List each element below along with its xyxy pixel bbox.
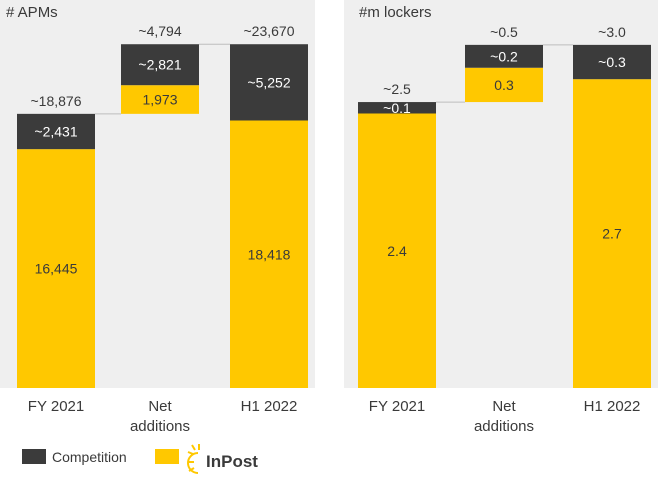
lockers-bar-competition-0 [358, 102, 436, 114]
lockers-label-inpost-0: 2.4 [387, 243, 407, 259]
lockers-bar-inpost-2 [573, 79, 651, 388]
lockers-bar-inpost-0 [358, 113, 436, 388]
apms-bar-competition-1 [121, 44, 199, 86]
inpost-logo-icon [187, 444, 200, 474]
lockers-chart-title: #m lockers [359, 4, 432, 21]
legend-swatch-inpost [155, 449, 179, 464]
lockers-category-label-1-line-0: Net [492, 398, 516, 415]
apms-category-label-1-line-1: additions [130, 418, 190, 435]
legend-label-competition: Competition [52, 449, 127, 465]
legend-swatch-competition [22, 449, 46, 464]
apms-bar-competition-0 [17, 113, 95, 150]
apms-bar-inpost-1 [121, 85, 199, 114]
lockers-chart: 2.4 ~0.1 ~2.5 FY 2021 0.3 ~0.2 ~0.5 Net addition… [358, 24, 651, 435]
lockers-total-label-0: ~2.5 [383, 81, 411, 97]
apms-category-label-1-line-0: Net [148, 398, 172, 415]
lockers-category-label-1-line-1: additions [474, 418, 534, 435]
lockers-category-label-0: FY 2021 [369, 398, 425, 415]
lockers-label-inpost-1: 0.3 [494, 77, 514, 93]
apms-label-competition-0: ~2,431 [34, 124, 77, 140]
apms-total-label-2: ~23,670 [244, 23, 295, 39]
inpost-logo-text: InPost [206, 452, 258, 471]
apms-category-label-2: H1 2022 [241, 398, 298, 415]
apms-chart-title: # APMs [6, 4, 58, 21]
apms-label-competition-2: ~5,252 [247, 74, 290, 90]
apms-label-inpost-2: 18,418 [248, 246, 291, 262]
apms-bar-inpost-2 [230, 120, 308, 388]
lockers-bar-competition-2 [573, 44, 651, 80]
lockers-label-competition-0: ~0.1 [383, 100, 411, 116]
apms-label-inpost-1: 1,973 [142, 92, 177, 108]
lockers-total-label-2: ~3.0 [598, 24, 626, 40]
apms-label-inpost-0: 16,445 [35, 261, 78, 277]
lockers-bar-inpost-1 [465, 67, 543, 103]
apms-total-label-1: ~4,794 [138, 23, 181, 39]
apms-bar-competition-2 [230, 44, 308, 121]
apms-chart: 16,445 ~2,431 ~18,876 FY 2021 1,973 ~2,821 ~4,… [17, 23, 308, 435]
legend: Competition InPost [22, 444, 258, 474]
lockers-category-label-2: H1 2022 [584, 398, 641, 415]
apms-bar-inpost-0 [17, 149, 95, 388]
apms-total-label-0: ~18,876 [31, 93, 82, 109]
apms-category-label-0: FY 2021 [28, 398, 84, 415]
lockers-label-competition-1: ~0.2 [490, 48, 518, 64]
apms-label-competition-1: ~2,821 [138, 57, 181, 73]
lockers-label-inpost-2: 2.7 [602, 226, 622, 242]
lockers-label-competition-2: ~0.3 [598, 54, 626, 70]
lockers-total-label-1: ~0.5 [490, 24, 518, 40]
lockers-bar-competition-1 [465, 44, 543, 68]
